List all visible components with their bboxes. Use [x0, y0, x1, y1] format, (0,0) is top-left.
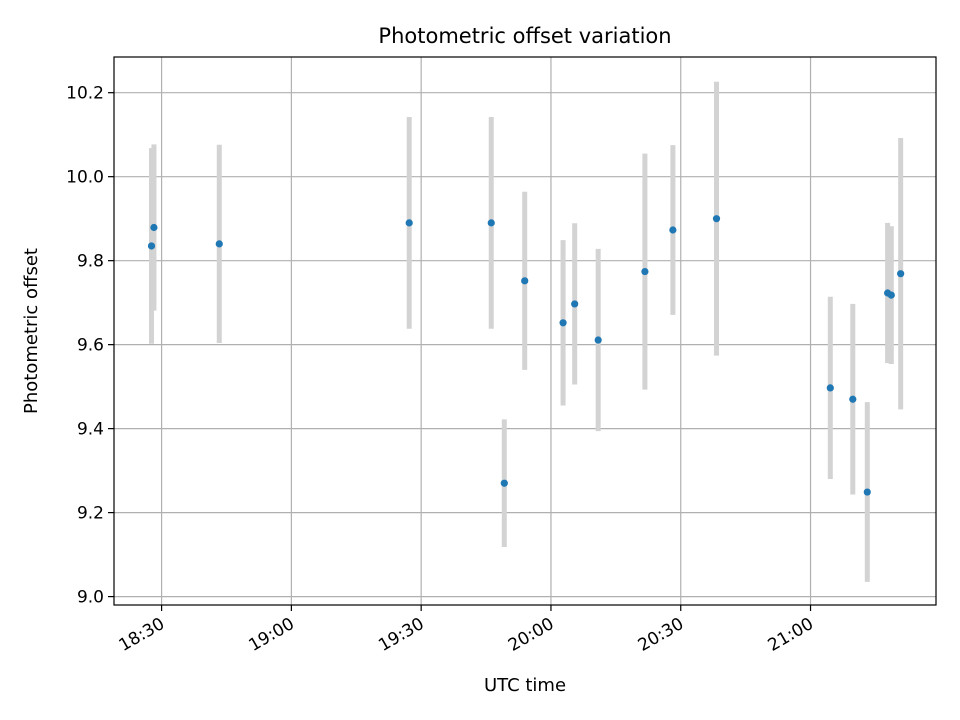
x-axis-label: UTC time — [484, 675, 566, 696]
data-point — [641, 267, 649, 276]
y-tick-label: 9.8 — [77, 252, 104, 272]
data-point — [405, 219, 413, 227]
data-point — [826, 384, 834, 392]
data-point — [150, 223, 158, 232]
data-point — [863, 488, 871, 496]
data-point — [487, 219, 495, 227]
y-axis: 9.0 9.2 9.4 9.6 9.8 10.0 10.2 — [66, 84, 114, 608]
y-tick-label: 10.0 — [66, 168, 104, 188]
data-points — [147, 215, 905, 496]
data-point — [887, 291, 895, 299]
y-tick-label: 9.4 — [77, 420, 104, 440]
data-point — [849, 395, 857, 403]
y-tick-label: 10.2 — [66, 84, 104, 104]
data-point — [712, 215, 721, 223]
data-point — [559, 319, 567, 327]
data-point — [521, 277, 529, 285]
y-tick-label: 9.2 — [77, 504, 104, 524]
data-point — [594, 336, 602, 344]
y-axis-label: Photometric offset — [21, 248, 42, 414]
data-point — [571, 300, 579, 308]
data-point — [669, 226, 677, 234]
y-tick-label: 9.0 — [77, 588, 104, 608]
y-tick-label: 9.6 — [77, 336, 104, 356]
data-point — [147, 242, 156, 250]
data-point — [897, 270, 905, 278]
grid — [114, 57, 936, 605]
data-point — [500, 479, 508, 487]
chart-title: Photometric offset variation — [378, 24, 671, 48]
plot-frame — [113, 56, 937, 606]
data-point — [215, 240, 223, 248]
